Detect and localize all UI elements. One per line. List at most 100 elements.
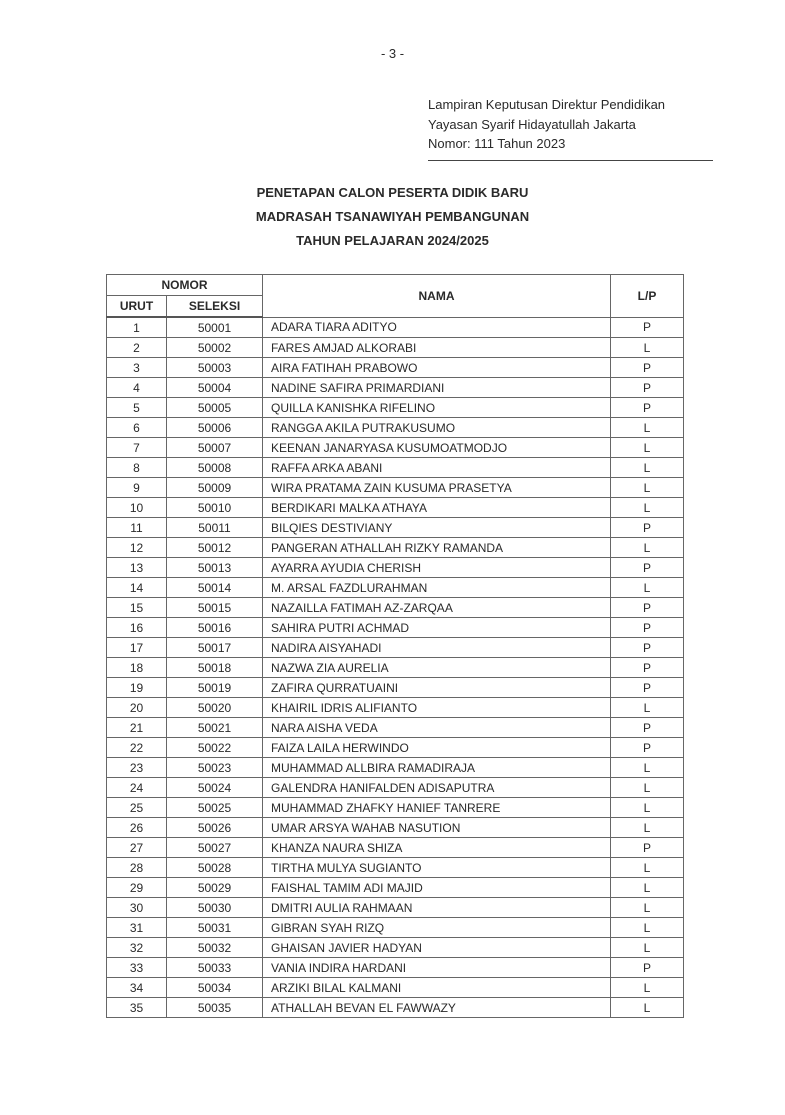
cell-nama: QUILLA KANISHKA RIFELINO: [262, 397, 611, 418]
cell-nama: ZAFIRA QURRATUAINI: [262, 677, 611, 698]
cell-seleksi: 50010: [166, 497, 263, 518]
cell-urut: 12: [106, 537, 167, 558]
cell-urut: 3: [106, 357, 167, 378]
cell-urut: 25: [106, 797, 167, 818]
table-row: 33 50033 VANIA INDIRA HARDANI P: [106, 957, 684, 978]
lampiran-line: Yayasan Syarif Hidayatullah Jakarta: [428, 116, 636, 132]
cell-seleksi: 50034: [166, 977, 263, 998]
cell-lp: L: [610, 457, 684, 478]
table-row: 24 50024 GALENDRA HANIFALDEN ADISAPUTRA L: [106, 777, 684, 798]
header-nomor: NOMOR: [106, 274, 263, 296]
table-row: 12 50012 PANGERAN ATHALLAH RIZKY RAMANDA L: [106, 537, 684, 558]
cell-nama: BILQIES DESTIVIANY: [262, 517, 611, 538]
cell-urut: 23: [106, 757, 167, 778]
cell-urut: 16: [106, 617, 167, 638]
cell-seleksi: 50032: [166, 937, 263, 958]
cell-urut: 33: [106, 957, 167, 978]
table-row: 21 50021 NARA AISHA VEDA P: [106, 717, 684, 738]
cell-lp: L: [610, 337, 684, 358]
table-row: 6 50006 RANGGA AKILA PUTRAKUSUMO L: [106, 417, 684, 438]
cell-urut: 6: [106, 417, 167, 438]
cell-lp: P: [610, 637, 684, 658]
title-line: MADRASAH TSANAWIYAH PEMBANGUNAN: [255, 209, 530, 224]
table-row: 5 50005 QUILLA KANISHKA RIFELINO P: [106, 397, 684, 418]
cell-urut: 24: [106, 777, 167, 798]
table-row: 26 50026 UMAR ARSYA WAHAB NASUTION L: [106, 817, 684, 838]
cell-urut: 19: [106, 677, 167, 698]
cell-lp: P: [610, 397, 684, 418]
cell-urut: 35: [106, 997, 167, 1018]
cell-nama: GIBRAN SYAH RIZQ: [262, 917, 611, 938]
table-row: 27 50027 KHANZA NAURA SHIZA P: [106, 837, 684, 858]
cell-nama: FAISHAL TAMIM ADI MAJID: [262, 877, 611, 898]
cell-nama: RANGGA AKILA PUTRAKUSUMO: [262, 417, 611, 438]
cell-nama: BERDIKARI MALKA ATHAYA: [262, 497, 611, 518]
cell-lp: P: [610, 957, 684, 978]
cell-seleksi: 50022: [166, 737, 263, 758]
cell-lp: L: [610, 797, 684, 818]
cell-nama: NAZAILLA FATIMAH AZ-ZARQAA: [262, 597, 611, 618]
table-row: 31 50031 GIBRAN SYAH RIZQ L: [106, 917, 684, 938]
cell-lp: P: [610, 737, 684, 758]
cell-urut: 31: [106, 917, 167, 938]
cell-urut: 13: [106, 557, 167, 578]
table-row: 13 50013 AYARRA AYUDIA CHERISH P: [106, 557, 684, 578]
table-row: 4 50004 NADINE SAFIRA PRIMARDIANI P: [106, 377, 684, 398]
cell-lp: L: [610, 777, 684, 798]
cell-seleksi: 50005: [166, 397, 263, 418]
cell-nama: VANIA INDIRA HARDANI: [262, 957, 611, 978]
cell-lp: L: [610, 437, 684, 458]
table-row: 30 50030 DMITRI AULIA RAHMAAN L: [106, 897, 684, 918]
cell-urut: 2: [106, 337, 167, 358]
table-row: 32 50032 GHAISAN JAVIER HADYAN L: [106, 937, 684, 958]
cell-urut: 29: [106, 877, 167, 898]
cell-seleksi: 50008: [166, 457, 263, 478]
cell-lp: L: [610, 937, 684, 958]
cell-nama: FAIZA LAILA HERWINDO: [262, 737, 611, 758]
table-row: 18 50018 NAZWA ZIA AURELIA P: [106, 657, 684, 678]
cell-urut: 26: [106, 817, 167, 838]
cell-seleksi: 50027: [166, 837, 263, 858]
cell-seleksi: 50015: [166, 597, 263, 618]
cell-lp: L: [610, 817, 684, 838]
table-row: 8 50008 RAFFA ARKA ABANI L: [106, 457, 684, 478]
cell-lp: P: [610, 677, 684, 698]
header-urut: URUT: [106, 295, 167, 318]
cell-lp: P: [610, 557, 684, 578]
cell-seleksi: 50026: [166, 817, 263, 838]
cell-lp: P: [610, 377, 684, 398]
cell-nama: TIRTHA MULYA SUGIANTO: [262, 857, 611, 878]
cell-lp: P: [610, 717, 684, 738]
cell-seleksi: 50025: [166, 797, 263, 818]
cell-seleksi: 50014: [166, 577, 263, 598]
cell-lp: L: [610, 917, 684, 938]
cell-seleksi: 50006: [166, 417, 263, 438]
cell-lp: L: [610, 997, 684, 1018]
cell-lp: L: [610, 697, 684, 718]
cell-urut: 21: [106, 717, 167, 738]
cell-seleksi: 50031: [166, 917, 263, 938]
lampiran-line: Lampiran Keputusan Direktur Pendidikan: [428, 97, 666, 112]
table-row: 2 50002 FARES AMJAD ALKORABI L: [106, 337, 684, 358]
cell-nama: ADARA TIARA ADITYO: [262, 316, 611, 338]
cell-nama: KEENAN JANARYASA KUSUMOATMODJO: [262, 437, 611, 458]
cell-nama: WIRA PRATAMA ZAIN KUSUMA PRASETYA: [262, 477, 611, 498]
cell-seleksi: 50030: [166, 897, 263, 918]
cell-lp: L: [610, 897, 684, 918]
cell-nama: M. ARSAL FAZDLURAHMAN: [262, 577, 611, 598]
cell-seleksi: 50023: [166, 757, 263, 778]
cell-lp: L: [610, 757, 684, 778]
cell-lp: P: [610, 357, 684, 378]
cell-nama: KHANZA NAURA SHIZA: [262, 837, 611, 858]
cell-nama: MUHAMMAD ZHAFKY HANIEF TANRERE: [262, 797, 611, 818]
table-row: 1 50001 ADARA TIARA ADITYO P: [106, 316, 684, 338]
decree-reference: Lampiran Keputusan Direktur Pendidikan Y…: [428, 95, 713, 161]
cell-nama: PANGERAN ATHALLAH RIZKY RAMANDA: [262, 537, 611, 558]
cell-seleksi: 50013: [166, 557, 263, 578]
cell-nama: NARA AISHA VEDA: [262, 717, 611, 738]
cell-seleksi: 50002: [166, 337, 263, 358]
cell-urut: 34: [106, 977, 167, 998]
cell-seleksi: 50001: [166, 316, 263, 338]
cell-seleksi: 50012: [166, 537, 263, 558]
table-row: 17 50017 NADIRA AISYAHADI P: [106, 637, 684, 658]
